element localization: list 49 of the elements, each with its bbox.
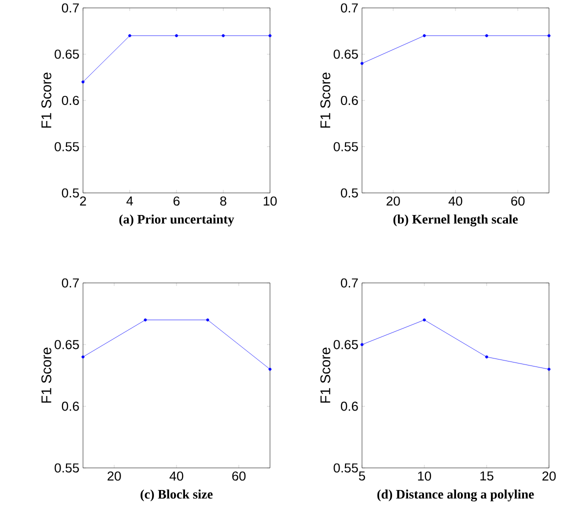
y-tick-label: 0.55 (54, 142, 79, 152)
point (422, 318, 426, 322)
y-tick-label: 0.65 (334, 340, 358, 350)
y-axis-title: F1 Score (320, 72, 330, 128)
x-axis-title: (b) Kernel length scale (393, 214, 518, 226)
x-tick-label: 40 (170, 471, 184, 481)
y-tick-label: 0.5 (340, 188, 358, 198)
x-tick-label: 6 (174, 196, 180, 206)
y-axis-title: F1 Score (320, 348, 330, 403)
y-tick-label: 0.55 (334, 463, 358, 473)
x-tick-label: 10 (418, 471, 432, 481)
x-axis-title: (c) Block size (140, 490, 213, 502)
y-tick-label: 0.6 (340, 402, 358, 411)
x-tick-label: 60 (511, 196, 525, 206)
y-tick-label: 0.65 (334, 50, 358, 59)
x-tick-label: 20 (108, 471, 121, 481)
point (82, 355, 84, 358)
y-tick-label: 0.7 (340, 278, 358, 288)
point (144, 318, 147, 322)
x-tick-label: 8 (220, 196, 226, 206)
x-tick-label: 60 (232, 471, 246, 481)
x-axis-title: (a) Prior uncertainty (119, 214, 234, 226)
y-tick-label: 0.65 (54, 50, 79, 59)
y-tick-label: 0.55 (334, 142, 358, 152)
point (485, 355, 488, 358)
y-tick-label: 0.6 (62, 402, 79, 411)
y-tick-label: 0.55 (54, 463, 79, 473)
x-tick-label: 4 (126, 196, 133, 206)
y-tick-label: 0.6 (340, 96, 358, 106)
x-tick-label: 20 (542, 471, 556, 481)
y-tick-label: 0.7 (62, 278, 79, 288)
y-tick-label: 0.5 (62, 188, 79, 198)
x-tick-label: 20 (386, 196, 400, 206)
point (548, 368, 550, 371)
x-tick-label: 5 (358, 471, 366, 481)
point (360, 343, 364, 346)
point (268, 368, 272, 371)
x-tick-label: 40 (448, 196, 462, 206)
x-tick-label: 15 (480, 471, 494, 481)
y-tick-label: 0.7 (340, 3, 358, 13)
x-tick-label: 2 (80, 196, 86, 206)
y-tick-label: 0.65 (54, 340, 79, 350)
y-tick-label: 0.7 (62, 3, 79, 13)
y-tick-label: 0.6 (62, 96, 79, 106)
y-axis-title: F1 Score (41, 348, 52, 403)
y-axis-title: F1 Score (41, 72, 52, 128)
point (206, 318, 210, 322)
x-axis-title: (d) Distance along a polyline (377, 490, 534, 502)
x-tick-label: 10 (264, 196, 277, 206)
